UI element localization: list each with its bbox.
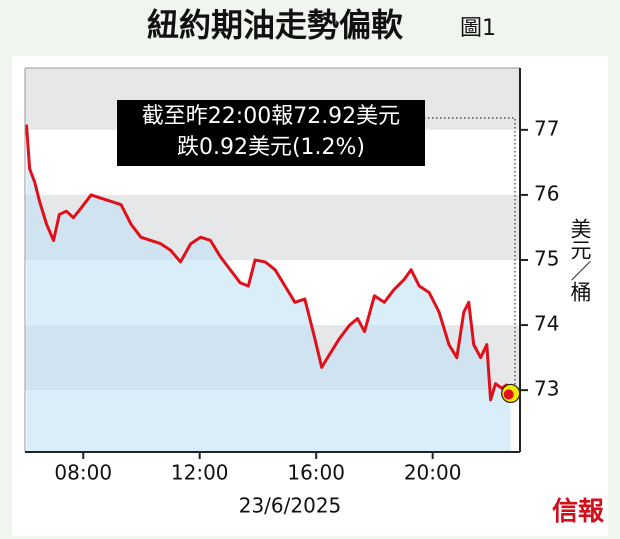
x-tick-label: 12:00 bbox=[171, 461, 229, 485]
x-tick-label: 20:00 bbox=[404, 461, 462, 485]
annotation-text: 截至昨22:00報72.92美元 bbox=[142, 104, 400, 129]
series-line bbox=[24, 124, 513, 402]
y-tick-label: 73 bbox=[534, 377, 559, 401]
logo: 信報 bbox=[552, 497, 605, 527]
y-tick-label: 74 bbox=[534, 312, 559, 336]
area-fill bbox=[26, 124, 511, 453]
figure-label: 圖1 bbox=[460, 16, 496, 41]
x-axis-label: 23/6/2025 bbox=[239, 494, 342, 518]
chart-title: 紐約期油走勢偏軟 bbox=[147, 6, 404, 44]
x-tick-label: 16:00 bbox=[287, 461, 345, 485]
y-tick-label: 77 bbox=[534, 116, 559, 140]
y-tick-label: 76 bbox=[534, 181, 559, 205]
annotation-box bbox=[117, 100, 425, 166]
y-axis-label: 美元／桶 bbox=[568, 218, 592, 302]
y-tick-label: 75 bbox=[534, 247, 559, 271]
annotation-text: 跌0.92美元(1.2%) bbox=[177, 135, 365, 160]
end-marker-dot bbox=[503, 389, 514, 400]
x-tick-label: 08:00 bbox=[54, 461, 112, 485]
